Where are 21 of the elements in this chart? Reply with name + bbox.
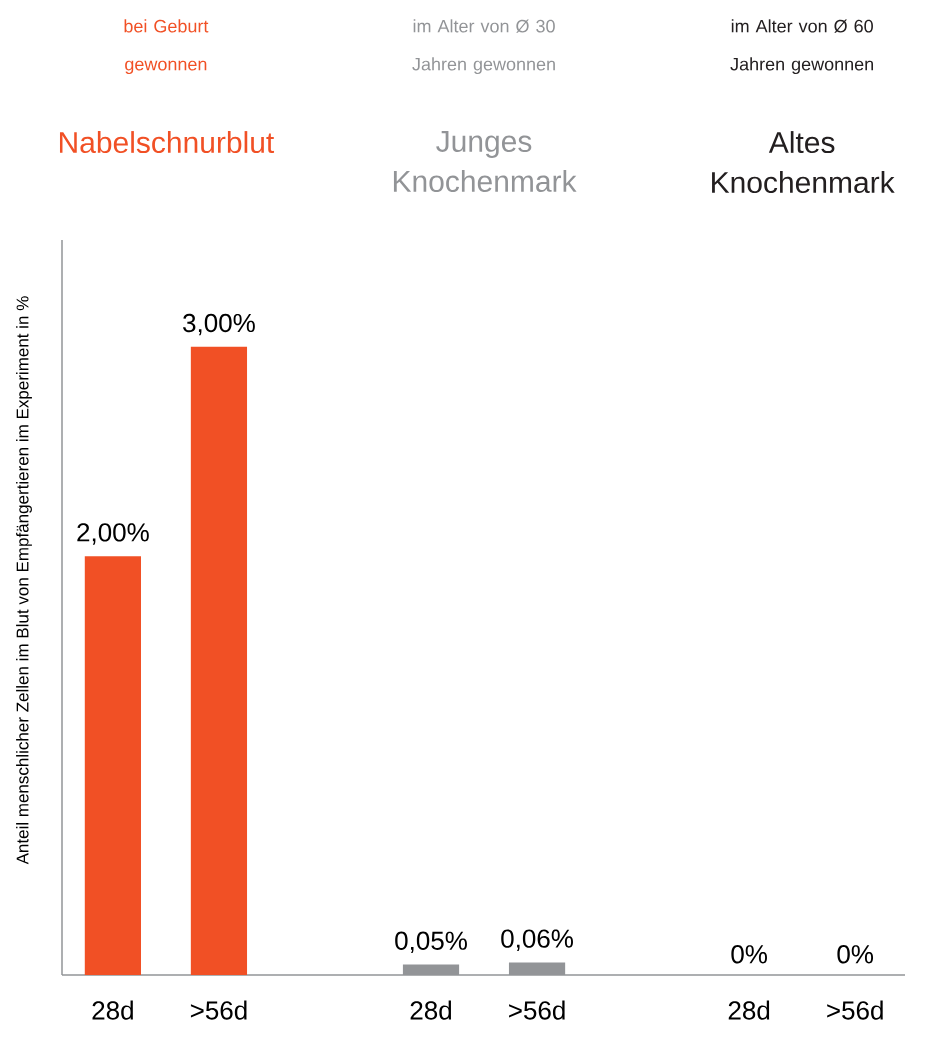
x-tick-label: 28d bbox=[92, 1000, 133, 1020]
text: Nabelschnurblut bbox=[59, 131, 274, 154]
data-label: 0% bbox=[837, 945, 873, 964]
x-tick-label: >56d bbox=[508, 1000, 565, 1020]
text: bei Geburt gewonnen bbox=[124, 19, 209, 75]
x-tick-label: 28d bbox=[728, 1000, 769, 1020]
x-tick-label: 28d bbox=[410, 1000, 451, 1020]
bar bbox=[84, 556, 141, 976]
data-label: 0,05% bbox=[394, 931, 467, 953]
text: im Alter von Ø 60 Jahren gewonnen bbox=[730, 19, 873, 75]
data-label: 2,00% bbox=[77, 523, 149, 545]
text: im Alter von Ø 30 Jahren gewonnen bbox=[412, 19, 555, 75]
text: Junges Knochenmark bbox=[393, 131, 577, 193]
bar bbox=[190, 346, 247, 976]
y-axis-title: Anteil menschlicher Zellen im Blut von Empfängertieren im Experiment in % bbox=[15, 296, 32, 865]
x-tick-label: >56d bbox=[826, 1000, 883, 1020]
data-label: 0,06% bbox=[500, 929, 573, 951]
text: Altes Knochenmark bbox=[711, 131, 895, 194]
data-label: 3,00% bbox=[182, 313, 255, 336]
x-tick-label: >56d bbox=[190, 1000, 247, 1020]
data-label: 0% bbox=[731, 945, 767, 964]
